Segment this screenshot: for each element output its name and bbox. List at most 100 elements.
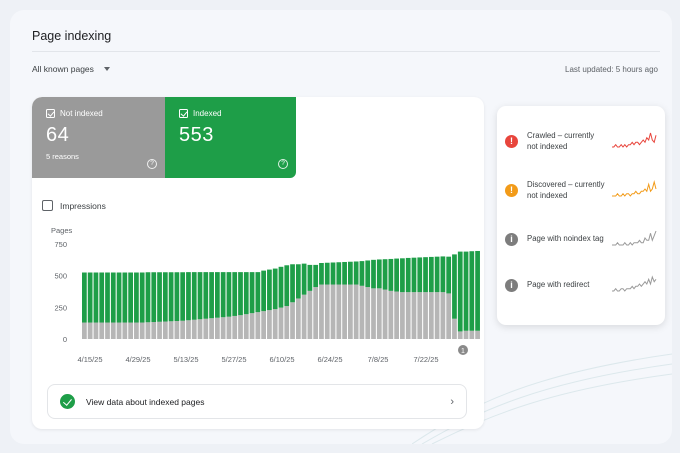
bar-not-indexed bbox=[105, 322, 110, 339]
bar-indexed bbox=[301, 263, 307, 295]
bar-not-indexed bbox=[134, 322, 139, 339]
pages-filter-dropdown[interactable]: All known pages bbox=[32, 64, 110, 74]
not-indexed-label: Not indexed bbox=[60, 109, 103, 118]
bar-not-indexed bbox=[371, 288, 376, 339]
bar-not-indexed bbox=[284, 306, 290, 339]
reason-row[interactable]: i Page with noindex tag bbox=[505, 224, 657, 254]
bar-not-indexed bbox=[99, 322, 105, 339]
bar-not-indexed bbox=[128, 322, 134, 339]
checkbox-checked-icon[interactable] bbox=[179, 109, 188, 118]
bar-indexed bbox=[446, 256, 452, 294]
pages-stacked-bar-chart: Pages 0 250 500 750 4/15/25 4/29/25 5/13/25 5/27… bbox=[51, 226, 480, 364]
bar-not-indexed bbox=[220, 317, 226, 339]
bar-not-indexed bbox=[400, 292, 405, 339]
reason-row[interactable]: i Page with redirect bbox=[505, 270, 657, 300]
bar-not-indexed bbox=[238, 315, 243, 339]
reason-sparkline bbox=[612, 230, 657, 246]
bar-not-indexed bbox=[388, 290, 394, 339]
bar-not-indexed bbox=[365, 287, 371, 339]
bar-indexed bbox=[382, 259, 388, 290]
bar-indexed bbox=[452, 254, 457, 319]
bar-indexed bbox=[105, 272, 110, 323]
bar-indexed bbox=[475, 250, 480, 331]
bar-indexed bbox=[203, 272, 209, 319]
bar-indexed bbox=[180, 272, 186, 321]
bar-not-indexed bbox=[330, 284, 336, 339]
bar-indexed bbox=[87, 272, 93, 323]
bar-indexed bbox=[324, 262, 330, 285]
bar-not-indexed bbox=[446, 293, 452, 339]
impressions-label: Impressions bbox=[60, 200, 106, 211]
help-icon[interactable]: ? bbox=[147, 159, 157, 169]
bar-indexed bbox=[330, 262, 336, 285]
bar-indexed bbox=[423, 257, 428, 293]
caret-down-icon bbox=[103, 67, 110, 71]
sparkline-path bbox=[612, 230, 657, 246]
bar-not-indexed bbox=[417, 292, 423, 339]
bar-not-indexed bbox=[359, 285, 365, 339]
bar-indexed bbox=[417, 257, 423, 293]
bar-not-indexed bbox=[87, 322, 93, 339]
bar-not-indexed bbox=[151, 322, 157, 339]
bar-indexed bbox=[371, 259, 376, 289]
indexed-label: Indexed bbox=[193, 109, 222, 118]
not-indexed-reasons: 5 reasons bbox=[46, 152, 79, 161]
bar-indexed bbox=[388, 258, 394, 291]
checkbox-checked-icon[interactable] bbox=[46, 109, 55, 118]
bar-not-indexed bbox=[278, 307, 284, 339]
reason-label: Discovered – currently not indexed bbox=[527, 179, 605, 200]
view-indexed-pages-link[interactable]: View data about indexed pages › bbox=[47, 384, 467, 419]
bar-indexed bbox=[157, 272, 162, 322]
bar-indexed bbox=[116, 272, 122, 323]
bar-indexed bbox=[313, 264, 319, 288]
indexed-count: 553 bbox=[179, 124, 214, 146]
bar-not-indexed bbox=[116, 322, 122, 339]
reason-sparkline bbox=[612, 180, 657, 197]
reason-row[interactable]: ! Crawled – currently not indexed bbox=[505, 126, 657, 156]
last-updated-text: Last updated: 5 hours ago bbox=[565, 65, 658, 74]
indexing-chart-card: Not indexed 64 5 reasons ? Indexed 553 ?… bbox=[32, 97, 484, 429]
annotation-marker[interactable]: 1 bbox=[458, 345, 468, 355]
not-indexed-count: 64 bbox=[46, 124, 70, 146]
bar-indexed bbox=[400, 258, 405, 293]
bar-not-indexed bbox=[255, 312, 261, 339]
bar-indexed bbox=[359, 261, 365, 286]
help-icon[interactable]: ? bbox=[278, 159, 288, 169]
bar-indexed bbox=[215, 272, 220, 318]
decorative-lines bbox=[412, 353, 672, 444]
bar-not-indexed bbox=[342, 284, 347, 339]
bar-not-indexed bbox=[307, 290, 313, 339]
bar-indexed bbox=[376, 259, 382, 289]
bar-indexed bbox=[186, 272, 191, 321]
bar-not-indexed bbox=[122, 322, 128, 339]
bar-not-indexed bbox=[428, 292, 434, 339]
bar-not-indexed bbox=[469, 330, 475, 339]
bar-indexed bbox=[272, 268, 278, 310]
bar-indexed bbox=[151, 272, 157, 323]
bar-not-indexed bbox=[203, 318, 209, 339]
checkbox-unchecked-icon[interactable] bbox=[42, 200, 53, 211]
page-title: Page indexing bbox=[32, 29, 112, 43]
bar-not-indexed bbox=[463, 330, 469, 339]
bar-not-indexed bbox=[215, 317, 220, 339]
not-indexed-tile[interactable]: Not indexed 64 5 reasons ? bbox=[32, 97, 165, 178]
bar-indexed bbox=[353, 261, 359, 285]
reason-sparkline bbox=[612, 132, 657, 148]
impressions-toggle[interactable]: Impressions bbox=[42, 200, 106, 211]
bar-indexed bbox=[93, 272, 99, 323]
y-tick-label: 500 bbox=[54, 272, 67, 281]
bar-not-indexed bbox=[243, 314, 249, 339]
bar-not-indexed bbox=[249, 313, 255, 339]
x-tick-label: 4/29/25 bbox=[125, 355, 150, 364]
bar-not-indexed bbox=[324, 284, 330, 339]
sparkline-path bbox=[612, 275, 657, 292]
bar-indexed bbox=[191, 272, 197, 320]
bar-indexed bbox=[428, 256, 434, 293]
reason-row[interactable]: ! Discovered – currently not indexed bbox=[505, 175, 657, 205]
bar-not-indexed bbox=[405, 292, 411, 339]
indexed-tile[interactable]: Indexed 553 ? bbox=[165, 97, 296, 178]
bar-indexed bbox=[220, 272, 226, 318]
bar-not-indexed bbox=[457, 331, 463, 339]
y-tick-label: 750 bbox=[54, 240, 67, 249]
bar-not-indexed bbox=[411, 292, 417, 339]
